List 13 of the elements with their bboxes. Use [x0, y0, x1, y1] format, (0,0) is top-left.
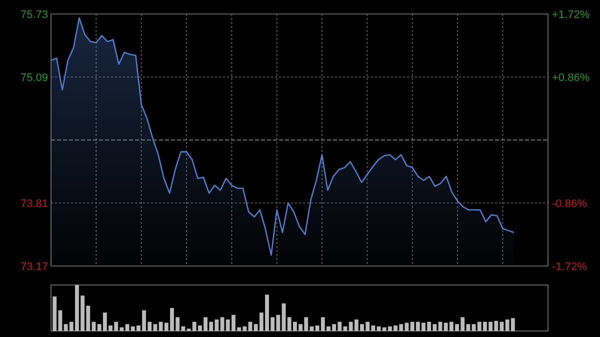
bar: [404, 322, 409, 331]
bar: [472, 324, 476, 331]
bar: [125, 324, 130, 331]
bar: [153, 324, 158, 331]
bar: [52, 296, 57, 331]
y2-tick-label: +0.86%: [552, 72, 590, 84]
y2-tick-label: +1.72%: [552, 8, 590, 21]
y2-tick-label: -0.86%: [552, 198, 588, 210]
y-tick-label: 75.73: [20, 8, 48, 21]
y-tick-label: 75.09: [20, 72, 48, 84]
y-tick-label: 73.17: [20, 260, 48, 273]
y2-tick-label: -1.72%: [552, 260, 588, 273]
y-tick-label: 73.81: [20, 198, 48, 210]
